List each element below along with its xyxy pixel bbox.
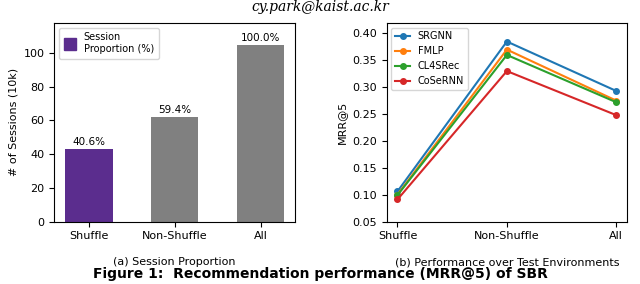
SRGNN: [394, 190, 401, 193]
Bar: [65, 149, 113, 222]
Text: 59.4%: 59.4%: [158, 105, 191, 115]
SRGNN: [503, 40, 511, 43]
CoSeRNN: [394, 198, 401, 201]
Legend: Session
Proportion (%): Session Proportion (%): [60, 28, 159, 59]
Text: cy.park@kaist.ac.kr: cy.park@kaist.ac.kr: [251, 0, 389, 14]
Text: 40.6%: 40.6%: [72, 137, 106, 147]
Y-axis label: # of Sessions (10k): # of Sessions (10k): [8, 68, 18, 176]
Bar: [237, 45, 284, 222]
Text: Figure 1:  Recommendation performance (MRR@5) of SBR: Figure 1: Recommendation performance (MR…: [93, 267, 547, 281]
Bar: [151, 117, 198, 222]
Line: CL4SRec: CL4SRec: [395, 52, 619, 198]
CL4SRec: [612, 101, 620, 104]
SRGNN: [612, 89, 620, 93]
FMLP: [612, 99, 620, 102]
Line: FMLP: FMLP: [395, 47, 619, 197]
CL4SRec: [503, 53, 511, 57]
FMLP: [394, 193, 401, 196]
Y-axis label: MRR@5: MRR@5: [337, 101, 346, 144]
Legend: SRGNN, FMLP, CL4SRec, CoSeRNN: SRGNN, FMLP, CL4SRec, CoSeRNN: [392, 28, 468, 90]
FMLP: [503, 48, 511, 51]
CL4SRec: [394, 193, 401, 197]
Line: SRGNN: SRGNN: [395, 39, 619, 194]
Text: (a) Session Proportion: (a) Session Proportion: [113, 257, 236, 267]
Text: 100.0%: 100.0%: [241, 33, 280, 43]
CoSeRNN: [503, 69, 511, 73]
Text: (b) Performance over Test Environments: (b) Performance over Test Environments: [395, 257, 619, 267]
Line: CoSeRNN: CoSeRNN: [395, 68, 619, 202]
CoSeRNN: [612, 113, 620, 117]
